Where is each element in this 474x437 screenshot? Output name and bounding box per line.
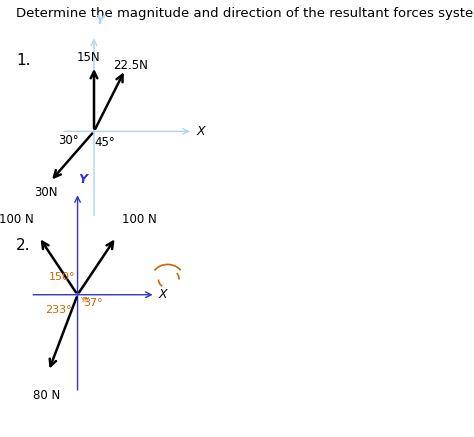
- Text: X: X: [159, 288, 167, 301]
- Text: 150°: 150°: [49, 272, 75, 282]
- Text: Y: Y: [82, 297, 86, 303]
- Text: Y: Y: [95, 14, 104, 27]
- Text: Y: Y: [80, 297, 84, 303]
- Text: 30N: 30N: [34, 186, 58, 199]
- Text: X: X: [196, 125, 205, 138]
- Text: 233°: 233°: [45, 305, 72, 315]
- Text: 45°: 45°: [95, 136, 115, 149]
- Text: 100 N: 100 N: [0, 213, 33, 226]
- Text: 37°: 37°: [83, 298, 103, 309]
- Text: 1.: 1.: [16, 53, 31, 68]
- Text: Y: Y: [79, 173, 88, 186]
- Text: 100 N: 100 N: [122, 213, 156, 226]
- Text: 80 N: 80 N: [33, 389, 60, 402]
- Text: 15N: 15N: [77, 51, 100, 64]
- Text: 30°: 30°: [58, 134, 79, 146]
- Text: Determine the magnitude and direction of the resultant forces system shown each : Determine the magnitude and direction of…: [16, 7, 474, 20]
- Text: Y: Y: [84, 297, 89, 303]
- Text: 2.: 2.: [16, 238, 31, 253]
- Text: 22.5N: 22.5N: [113, 59, 148, 72]
